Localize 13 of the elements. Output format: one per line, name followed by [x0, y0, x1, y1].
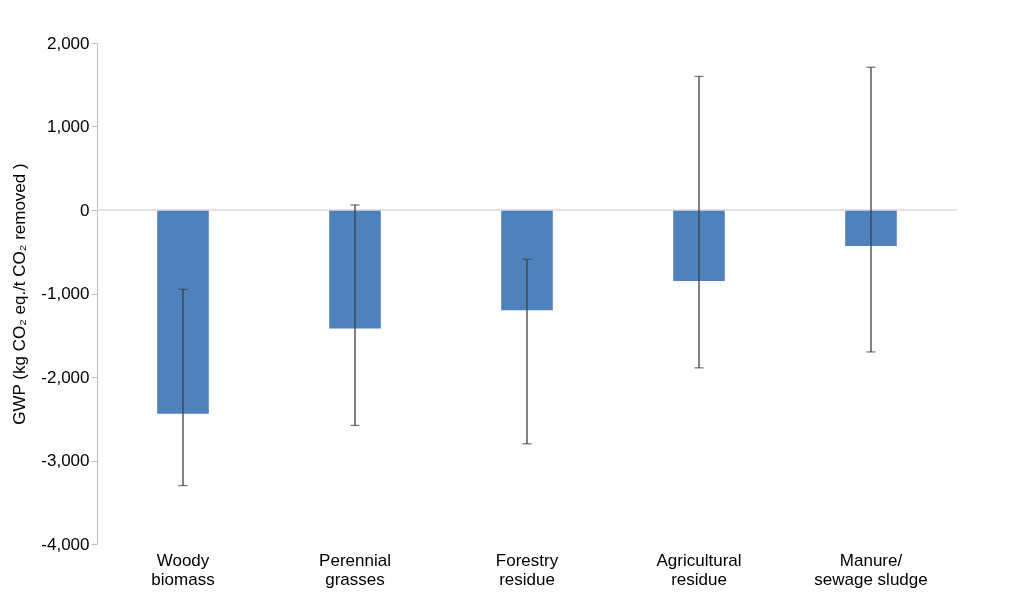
- x-tick-label: Forestry residue: [495, 550, 559, 589]
- x-tick-label: Agricultural residue: [656, 550, 742, 589]
- x-tick-label: Manure/ sewage sludge: [814, 550, 928, 589]
- y-tick-label: 1,000: [46, 117, 90, 136]
- y-tick-label: -3,000: [41, 451, 90, 470]
- y-tick-label: -1,000: [41, 284, 90, 303]
- y-tick-label: 0: [80, 200, 90, 220]
- y-tick-label: -2,000: [41, 367, 90, 387]
- x-tick-label: Woody biomass: [151, 550, 215, 589]
- y-tick-label: 2,000: [46, 33, 90, 53]
- y-tick-label: -4,000: [41, 534, 90, 554]
- x-tick-label: Perennial grasses: [319, 550, 391, 589]
- y-axis-title: GWP (kg CO₂ eq./t CO₂ removed ): [10, 163, 30, 425]
